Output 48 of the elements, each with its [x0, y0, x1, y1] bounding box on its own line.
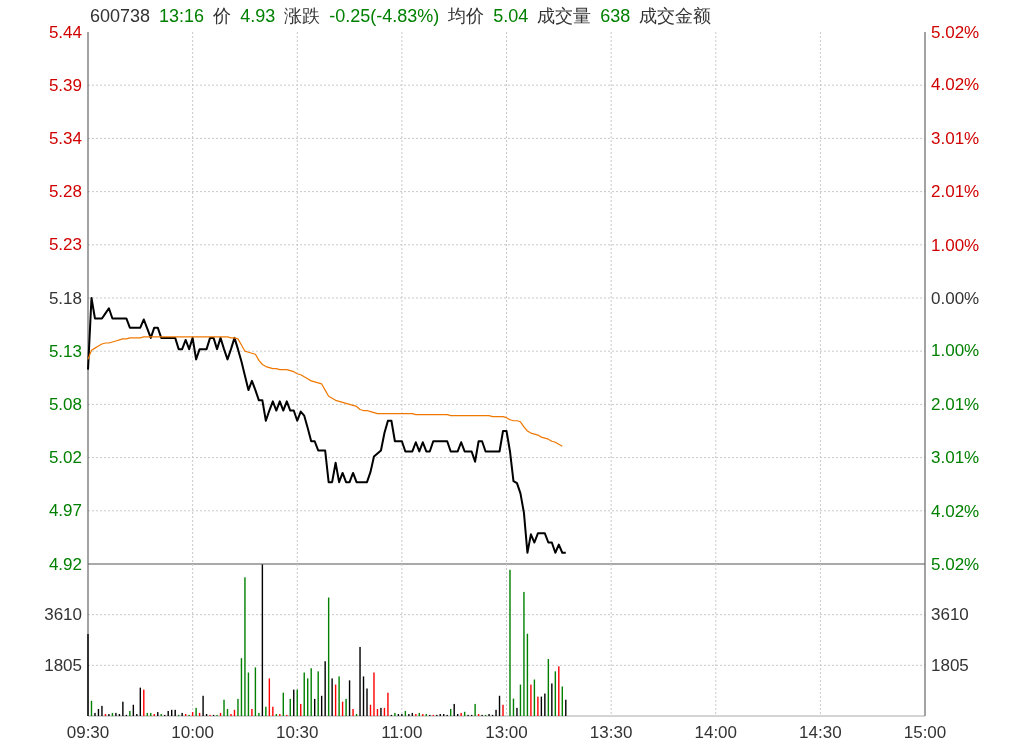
y-tick-label: 4.92 [48, 554, 82, 574]
y-tick-label: 5.34 [48, 128, 82, 148]
y-tick-label: 5.18 [48, 288, 82, 308]
text: 均价 [447, 6, 485, 26]
text: 5.04 [493, 6, 529, 26]
y2-tick-label: 5.02% [931, 554, 980, 574]
y-tick-label: 5.08 [48, 394, 82, 414]
text: 涨跌 [284, 6, 321, 26]
y-tick-label: 5.02 [48, 448, 82, 468]
y2-tick-label: 1.00% [931, 341, 980, 361]
line-series [87, 336, 563, 447]
y2-tick-label: 3.01% [931, 447, 980, 467]
x-tick-label: 15:00 [903, 723, 947, 742]
y-tick-label: 5.39 [48, 75, 82, 95]
y-tick-label: 3610 [44, 605, 82, 625]
y2-tick-label: 2.01% [931, 181, 980, 201]
y-tick-label: 5.28 [48, 182, 82, 202]
y-tick-label: 5.13 [48, 341, 82, 361]
y-tick-label: 4.97 [48, 501, 82, 521]
y-tick-label: 5.23 [48, 235, 82, 255]
x-tick-label: 13:00 [485, 723, 528, 742]
text: 638 [600, 6, 631, 26]
x-tick-label: 11:00 [381, 723, 423, 742]
text: 4.93 [240, 6, 276, 26]
text: 价 [212, 6, 232, 26]
y-tick-label: 1805 [44, 655, 82, 675]
x-tick-label: 14:00 [694, 723, 738, 742]
x-tick-label: 13:30 [589, 723, 633, 742]
y2-tick-label: 4.02% [931, 75, 980, 95]
x-tick-label: 14:30 [799, 723, 842, 742]
y-tick-label: 5.44 [48, 22, 82, 42]
text: 成交金额 [639, 6, 712, 26]
y2-tick-label: 2.01% [931, 395, 980, 415]
x-tick-label: 10:30 [275, 723, 319, 742]
x-tick-label: 09:30 [66, 723, 110, 742]
x-tick-label: 10:00 [171, 723, 214, 742]
y2-tick-label: 4.02% [931, 501, 980, 521]
y2-tick-label: 1805 [931, 655, 969, 675]
line-series [87, 297, 567, 554]
y2-tick-label: 0.00% [931, 288, 980, 308]
text: 13:16 [159, 6, 205, 26]
y2-tick-label: 3610 [931, 605, 969, 625]
y2-tick-label: 3.01% [931, 129, 980, 149]
text: -0.25(-4.83%) [329, 6, 440, 26]
y2-tick-label: 5.02% [931, 22, 980, 42]
text: 成交量 [537, 6, 592, 26]
y2-tick-label: 1.00% [931, 235, 980, 255]
chart-title: 600738 [90, 6, 151, 26]
